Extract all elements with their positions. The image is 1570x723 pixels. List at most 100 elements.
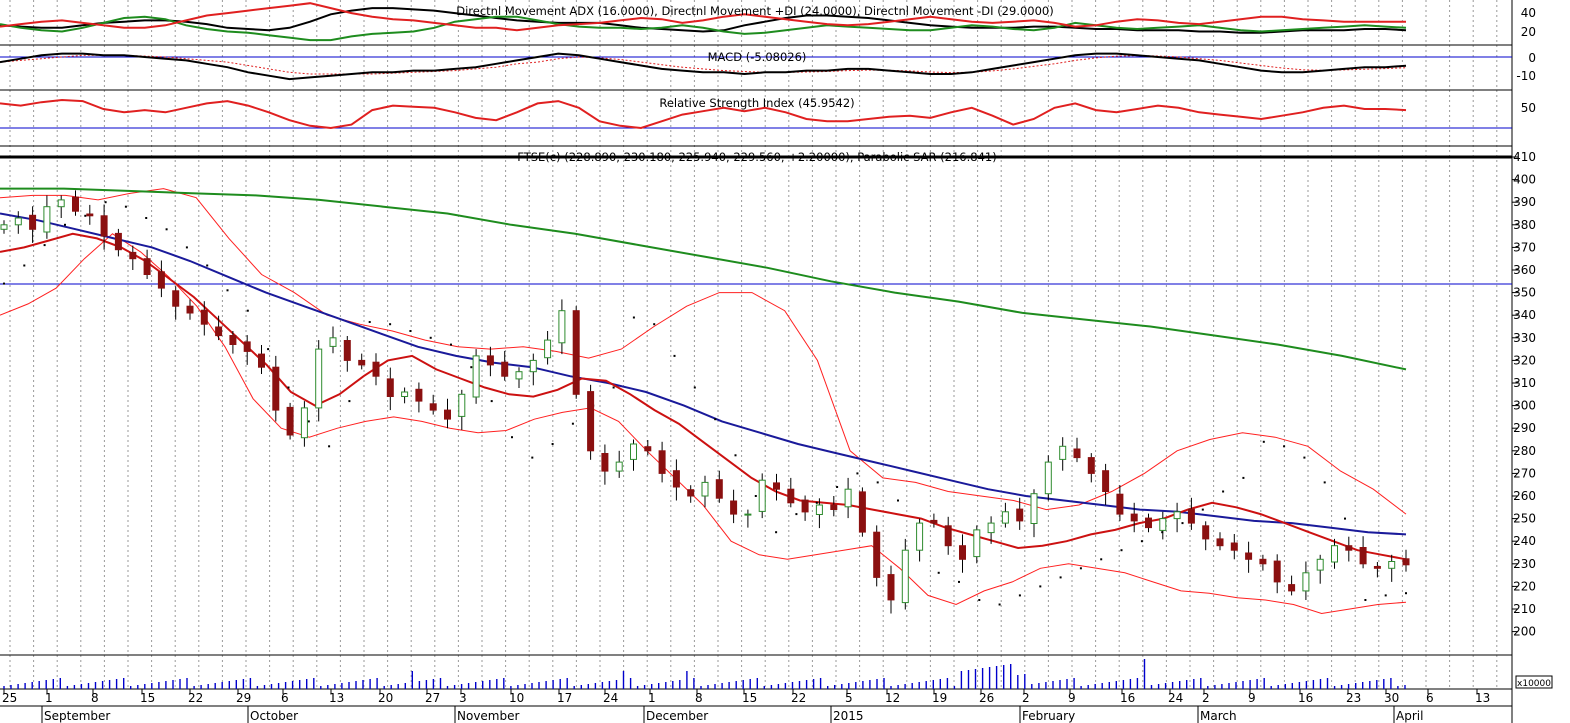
- candle-down: [1216, 538, 1224, 547]
- candle-up: [615, 461, 623, 472]
- price-panel: 410 400 390 380 370 360 350 340 330 320 310 300 290 2…: [0, 150, 1536, 639]
- date-tick-label: 12: [885, 691, 900, 705]
- sar-dot: [856, 472, 859, 475]
- price-axis-tick-label: 410: [1513, 150, 1536, 164]
- dmi-tick-20: 20: [1521, 25, 1536, 39]
- sar-dot: [389, 323, 392, 326]
- dmi-title: Directnl Movement ADX (16.0000), Directn…: [456, 4, 1053, 18]
- price-axis-tick-label: 350: [1513, 286, 1536, 300]
- moving-average-mid: [0, 212, 1407, 536]
- price-axis-tick-label: 320: [1513, 353, 1536, 367]
- sar-dot: [937, 571, 940, 574]
- sar-dot: [409, 330, 412, 332]
- date-tick-label: 24: [603, 691, 618, 705]
- candle-down: [944, 525, 952, 547]
- candle-down: [358, 359, 366, 366]
- price-axis-tick-label: 360: [1513, 263, 1536, 277]
- price-axis-tick-label: 400: [1513, 173, 1536, 187]
- candle-down: [1273, 560, 1281, 583]
- candle-up: [1331, 545, 1338, 563]
- candle-up: [329, 337, 337, 347]
- candle-up: [529, 359, 537, 373]
- candle-down: [1187, 508, 1195, 524]
- candle-down: [186, 305, 194, 314]
- date-tick-label: 27: [425, 691, 440, 705]
- date-tick-label: 24: [1168, 691, 1183, 705]
- sar-dot: [673, 354, 676, 357]
- date-tick-label: 19: [932, 691, 947, 705]
- candle-up: [744, 513, 752, 516]
- volume-scale-label: x10000: [1517, 679, 1551, 689]
- price-axis-tick-label: 260: [1513, 489, 1536, 503]
- macd-title: MACD (-5.08026): [708, 50, 807, 64]
- candle-up: [472, 355, 480, 398]
- date-tick-label: 25: [2, 691, 17, 705]
- moving-average-short: [0, 232, 1407, 561]
- sar-dot: [1201, 508, 1204, 511]
- candle-down: [715, 479, 723, 499]
- sar-dot: [124, 205, 127, 208]
- candle-down: [1202, 525, 1210, 540]
- sar-dot: [287, 386, 290, 389]
- sar-dot: [734, 454, 737, 457]
- candle-down: [343, 340, 351, 361]
- candle-down: [601, 453, 609, 472]
- month-label: September: [44, 709, 110, 723]
- candle-up: [515, 371, 523, 380]
- sar-dot: [429, 336, 432, 339]
- candle-up: [844, 488, 852, 508]
- candle-up: [401, 391, 409, 397]
- candle-down: [1073, 448, 1081, 459]
- sar-dot: [1344, 517, 1346, 520]
- candle-down: [486, 355, 494, 366]
- sar-dot: [1161, 531, 1164, 534]
- price-axis-tick-label: 220: [1513, 579, 1536, 593]
- sar-dot: [836, 486, 839, 488]
- candle-down: [1373, 566, 1381, 569]
- date-tick-label: 8: [695, 691, 703, 705]
- sar-dot: [450, 343, 452, 346]
- candle-up: [815, 504, 823, 515]
- candle-down: [1087, 457, 1095, 474]
- month-label: March: [1200, 709, 1237, 723]
- candle-down: [858, 491, 866, 533]
- date-tick-label: 16: [1120, 691, 1135, 705]
- candle-down: [86, 213, 94, 217]
- candle-down: [830, 504, 838, 510]
- candle-down: [930, 519, 938, 524]
- candle-up: [315, 348, 323, 409]
- candle-up: [1388, 561, 1396, 569]
- sar-dot: [307, 420, 310, 423]
- date-tick-label: 16: [1298, 691, 1313, 705]
- dmi-panel: Directnl Movement ADX (16.0000), Directn…: [0, 2, 1536, 42]
- date-tick-label: 13: [329, 691, 344, 705]
- candle-up: [1044, 461, 1052, 495]
- sar-dot: [876, 481, 879, 484]
- date-tick-label: 13: [1475, 691, 1490, 705]
- dmi-series-line: [0, 7, 1407, 34]
- candle-down: [1345, 545, 1353, 551]
- candle-down: [1230, 542, 1238, 551]
- date-tick-label: 9: [1068, 691, 1076, 705]
- sar-dot: [368, 321, 371, 323]
- candle-down: [429, 403, 437, 411]
- rsi-tick-50: 50: [1521, 101, 1536, 115]
- sar-dot: [145, 217, 148, 219]
- candle-down: [229, 335, 237, 345]
- month-label: November: [457, 709, 519, 723]
- price-axis-tick-label: 310: [1513, 376, 1536, 390]
- sar-dot: [571, 422, 574, 425]
- candle-down: [644, 446, 652, 452]
- price-axis-tick-label: 230: [1513, 557, 1536, 571]
- month-label: 2015: [833, 709, 864, 723]
- bollinger-lower-band: [0, 233, 1407, 615]
- candle-down: [258, 353, 265, 368]
- date-tick-label: 6: [1426, 691, 1434, 705]
- sar-dot: [531, 456, 534, 459]
- date-tick-label: 2: [1202, 691, 1210, 705]
- sar-dot: [348, 400, 351, 403]
- candle-down: [272, 366, 280, 411]
- candle-up: [1030, 493, 1038, 525]
- sar-dot: [1079, 567, 1082, 570]
